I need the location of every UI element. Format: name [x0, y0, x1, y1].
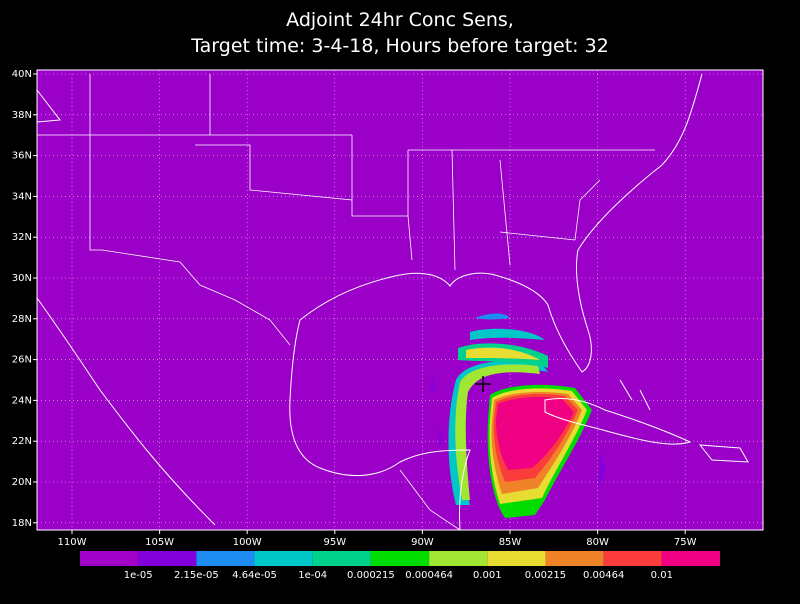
lat-label: 20N	[12, 477, 32, 488]
map-background	[37, 70, 763, 530]
colorbar-label: 0.001	[473, 570, 502, 581]
colorbar-box	[196, 551, 255, 566]
colorbar-box	[429, 551, 488, 566]
grid	[37, 70, 763, 530]
lon-label: 80W	[586, 537, 609, 548]
lat-label: 40N	[12, 69, 32, 80]
sensitivity-contours	[430, 313, 606, 518]
coastline	[36, 89, 61, 123]
colorbar-label: 1e-05	[124, 570, 153, 581]
colorbar: 1e-05 2.15e-05 4.64e-05 1e-04 0.000215 0.0004…	[80, 551, 720, 581]
lat-label: 36N	[12, 151, 32, 162]
colorbar-box	[312, 551, 371, 566]
colorbar-box	[138, 551, 197, 566]
colorbar-label: 2.15e-05	[174, 570, 219, 581]
lat-label: 32N	[12, 232, 32, 243]
contour	[455, 364, 540, 500]
coastline	[289, 73, 703, 531]
colorbar-box	[80, 551, 139, 566]
colorbar-label: 4.64e-05	[232, 570, 277, 581]
coastline	[619, 379, 749, 463]
colorbar-label: 1e-04	[298, 570, 327, 581]
title-line-1: Adjoint 24hr Conc Sens,	[286, 9, 514, 31]
lat-label: 28N	[12, 314, 32, 325]
colorbar-box	[487, 551, 546, 566]
lon-label: 90W	[411, 537, 434, 548]
lat-label: 24N	[12, 395, 32, 406]
colorbar-box	[370, 551, 430, 566]
colorbar-box	[603, 551, 662, 566]
axis-labels: 40N 38N 36N 34N 32N 30N 28N 26N 24N 22N 20N 18N 110W…	[12, 69, 697, 548]
colorbar-box	[254, 551, 313, 566]
title-line-2: Target time: 3-4-18, Hours before target…	[190, 35, 609, 57]
colorbar-label: 0.000464	[405, 570, 453, 581]
lat-label: 30N	[12, 273, 32, 284]
colorbar-box	[545, 551, 604, 566]
colorbar-label: 0.00215	[525, 570, 566, 581]
lat-label: 38N	[12, 110, 32, 121]
contour	[475, 313, 510, 320]
lon-label: 100W	[233, 537, 262, 548]
lon-label: 85W	[499, 537, 522, 548]
lon-label: 110W	[58, 537, 87, 548]
lon-label: 75W	[674, 537, 697, 548]
border	[37, 74, 655, 531]
contour	[448, 360, 548, 505]
colorbar-label: 0.00464	[583, 570, 624, 581]
contour	[496, 396, 574, 470]
lon-label: 105W	[145, 537, 174, 548]
target-marker	[475, 376, 491, 392]
coastline	[36, 297, 216, 526]
colorbar-box	[661, 551, 720, 566]
borders	[37, 74, 655, 531]
lat-label: 26N	[12, 355, 32, 366]
contour	[466, 347, 540, 360]
lat-label: 22N	[12, 436, 32, 447]
colorbar-label: 0.01	[651, 570, 673, 581]
map-frame	[36, 69, 764, 531]
map-area	[36, 69, 764, 531]
coastline	[544, 397, 692, 445]
colorbar-label: 0.000215	[347, 570, 395, 581]
contour	[470, 328, 545, 340]
lat-label: 18N	[12, 518, 32, 529]
coastlines	[36, 73, 749, 531]
lon-label: 95W	[323, 537, 346, 548]
lat-label: 34N	[12, 191, 32, 202]
